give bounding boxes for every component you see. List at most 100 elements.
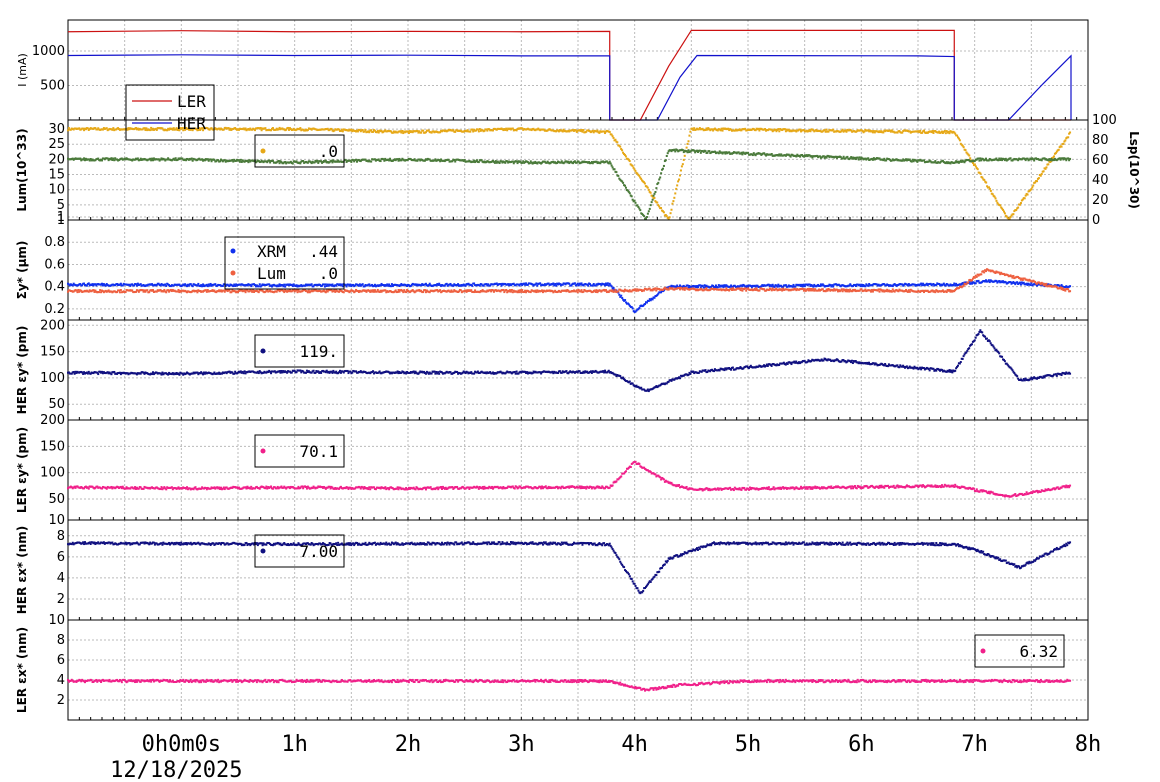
data-point [164,283,167,286]
data-point [814,288,817,291]
data-point [136,282,139,285]
data-point [750,286,753,289]
data-point [1065,159,1068,162]
data-point [195,289,198,292]
data-point [1009,157,1012,160]
data-point [659,176,662,179]
data-point [248,290,251,293]
data-point [679,288,682,291]
data-point [529,160,532,163]
data-point [416,130,419,133]
data-point [724,285,727,288]
data-point [649,299,652,302]
data-point [945,161,948,164]
data-point [511,291,514,294]
data-point [858,283,861,286]
data-point [242,372,245,375]
y-axis-label: HER εy* (pm) [15,326,29,415]
data-point [723,284,726,287]
data-point [953,131,956,134]
data-point [493,161,496,164]
data-point [259,126,262,129]
data-point [1049,159,1052,162]
data-point [941,289,944,292]
data-point [288,290,290,293]
data-point [1054,152,1057,155]
data-point [707,127,710,130]
data-point [633,168,636,171]
data-point [642,214,645,217]
data-point [338,290,341,293]
data-point [196,371,199,374]
data-point [1062,142,1065,145]
data-point [705,287,708,290]
data-point [394,289,397,292]
data-point [676,184,679,187]
data-point [747,151,750,154]
data-point [521,289,524,292]
data-point [1019,203,1021,206]
data-point [1067,288,1070,291]
data-point [1019,281,1021,284]
data-point [554,289,557,292]
data-point [208,128,211,131]
y-tick-label: 30 [48,122,65,137]
data-point [400,283,403,286]
data-point [872,130,875,133]
data-point [886,288,889,291]
data-point [744,287,747,290]
data-point [357,284,360,287]
data-point [791,285,794,288]
data-point [215,160,218,163]
data-point [1006,216,1009,219]
data-point [558,283,561,286]
data-point [249,127,252,130]
y-tick-label: 0.4 [44,280,65,295]
data-point [616,141,619,144]
data-point [631,164,634,167]
data-point [221,160,224,163]
data-point [252,288,255,291]
data-point [1040,159,1043,162]
data-point [228,284,231,287]
data-point [789,155,792,158]
data-point [175,371,178,374]
data-point [310,283,313,286]
data-point [969,282,972,285]
data-point [494,289,497,292]
series-line [67,29,1071,121]
data-point [920,282,923,285]
series-3-0 [67,329,1072,393]
data-point [178,373,181,376]
data-point [1013,282,1016,285]
data-point [152,157,155,160]
data-point [944,132,947,135]
data-point [615,289,618,292]
data-point [757,127,760,130]
data-point [933,290,936,293]
data-point [631,198,634,201]
y-tick-label: 150 [40,345,65,360]
data-point [512,289,515,292]
data-point [665,155,668,158]
data-point [643,182,646,185]
data-point [888,129,891,132]
data-point [322,283,325,286]
data-point [885,290,888,293]
data-point [396,290,399,293]
data-point [126,128,129,131]
data-point [1020,281,1023,284]
data-point [251,290,254,293]
data-point [589,162,592,165]
data-point [389,157,392,160]
data-point [324,283,327,286]
data-point [201,158,204,161]
data-point [437,283,440,286]
y-tick-label: 1000 [32,44,65,59]
data-point [143,372,146,375]
data-point [681,163,684,166]
data-point [464,284,467,287]
data-point [143,289,146,292]
data-point [205,283,208,286]
data-point [1021,278,1024,281]
